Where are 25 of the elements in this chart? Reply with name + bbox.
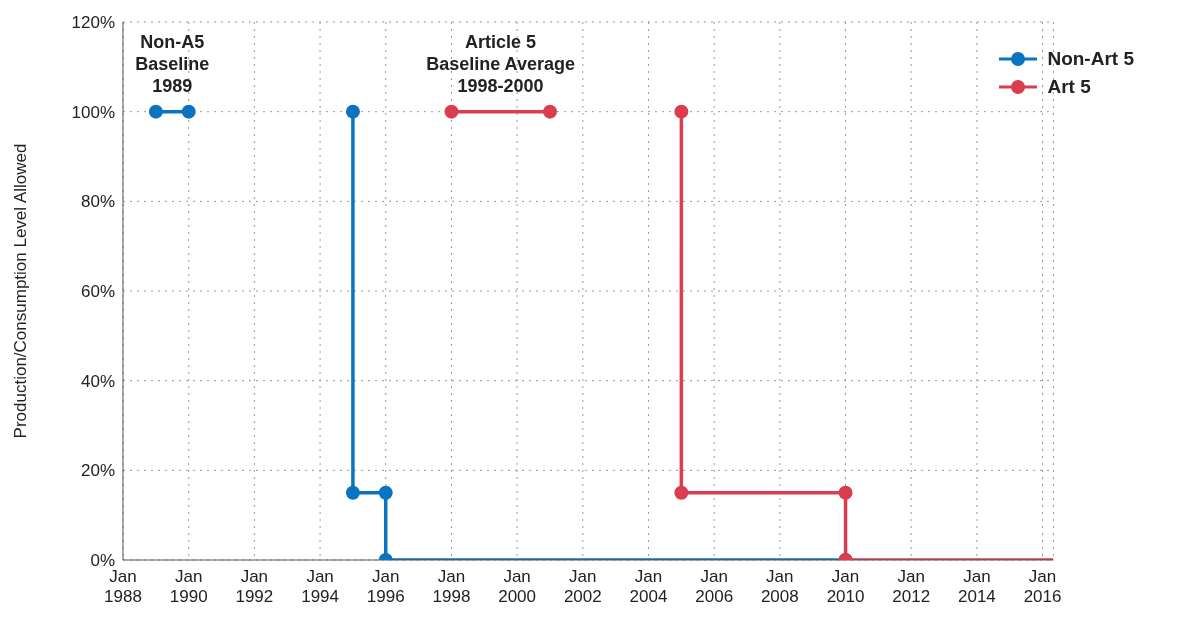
y-tick-label: 120%: [71, 13, 115, 33]
y-tick-label: 100%: [71, 102, 115, 122]
y-axis-title: Production/Consumption Level Allowed: [11, 143, 31, 439]
x-tick-label: Jan 2014: [958, 567, 996, 606]
y-tick-label: 20%: [80, 461, 115, 481]
x-tick-label: Jan 1990: [169, 567, 208, 606]
x-tick-label: Jan 2002: [563, 567, 602, 606]
x-tick-label: Jan 2006: [695, 567, 734, 606]
x-tick-label: Jan 2010: [826, 567, 865, 606]
x-tick-label: Jan 2008: [760, 567, 799, 606]
x-tick-label: Jan 1994: [301, 567, 340, 606]
x-tick-label: Jan 1992: [235, 567, 274, 606]
x-tick-label: Jan 1998: [432, 567, 471, 606]
y-tick-label: 60%: [80, 282, 115, 302]
annotation: Non-A5 Baseline 1989: [135, 31, 210, 96]
y-tick-label: 40%: [80, 371, 115, 391]
x-tick-label: Jan 2004: [629, 567, 668, 606]
y-tick-label: 80%: [80, 192, 115, 212]
legend-label: Non-Art 5: [1047, 48, 1134, 70]
x-tick-label: Jan 1996: [366, 567, 405, 606]
annotation: Article 5 Baseline Average 1998-2000: [426, 31, 575, 96]
legend-label: Art 5: [1047, 76, 1091, 98]
x-tick-label: Jan 2000: [498, 567, 537, 606]
x-tick-label: Jan 2016: [1023, 567, 1062, 606]
x-tick-label: Jan 2012: [892, 567, 931, 606]
